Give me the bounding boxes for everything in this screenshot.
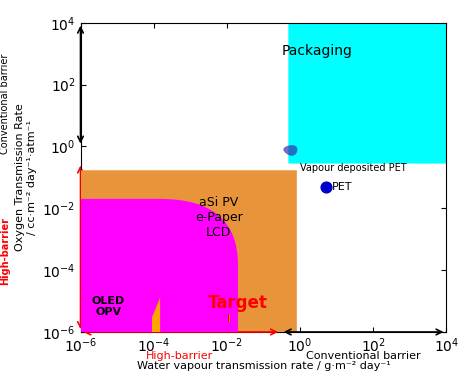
FancyArrow shape <box>228 314 229 322</box>
FancyArrow shape <box>228 314 229 322</box>
FancyArrow shape <box>229 314 230 322</box>
FancyArrow shape <box>152 298 164 386</box>
Y-axis label: Oxygen Transmission Rate
/ cc·m⁻² day⁻¹·atm⁻¹: Oxygen Transmission Rate / cc·m⁻² day⁻¹·… <box>15 103 36 251</box>
FancyArrow shape <box>228 314 229 322</box>
FancyArrow shape <box>228 314 229 322</box>
Text: aSi PV
e-Paper
LCD: aSi PV e-Paper LCD <box>195 196 243 239</box>
FancyBboxPatch shape <box>288 23 447 164</box>
Text: PET: PET <box>332 182 353 192</box>
FancyArrow shape <box>229 314 230 322</box>
FancyArrow shape <box>228 314 229 322</box>
FancyArrow shape <box>228 314 229 322</box>
X-axis label: Water vapour transmission rate / g·m⁻² day⁻¹: Water vapour transmission rate / g·m⁻² d… <box>137 361 390 371</box>
FancyBboxPatch shape <box>0 170 297 386</box>
Text: Vapour deposited PET: Vapour deposited PET <box>300 163 407 173</box>
FancyArrow shape <box>229 314 230 322</box>
FancyBboxPatch shape <box>0 199 238 386</box>
Text: Conventional barrier: Conventional barrier <box>0 54 10 154</box>
Text: Packaging: Packaging <box>282 44 353 58</box>
Text: High-barrier: High-barrier <box>0 217 10 285</box>
Ellipse shape <box>283 145 297 156</box>
Text: Target: Target <box>208 294 268 312</box>
FancyArrow shape <box>228 314 229 322</box>
Point <box>322 184 329 190</box>
FancyArrow shape <box>228 314 229 322</box>
FancyArrow shape <box>228 314 229 322</box>
FancyArrow shape <box>228 314 229 322</box>
Text: Conventional barrier: Conventional barrier <box>306 350 421 361</box>
FancyArrow shape <box>228 314 229 322</box>
Text: High-barrier: High-barrier <box>146 350 213 361</box>
FancyArrow shape <box>228 314 229 322</box>
FancyArrow shape <box>228 314 229 322</box>
FancyArrow shape <box>228 314 229 322</box>
Text: OLED
OPV: OLED OPV <box>91 296 125 317</box>
